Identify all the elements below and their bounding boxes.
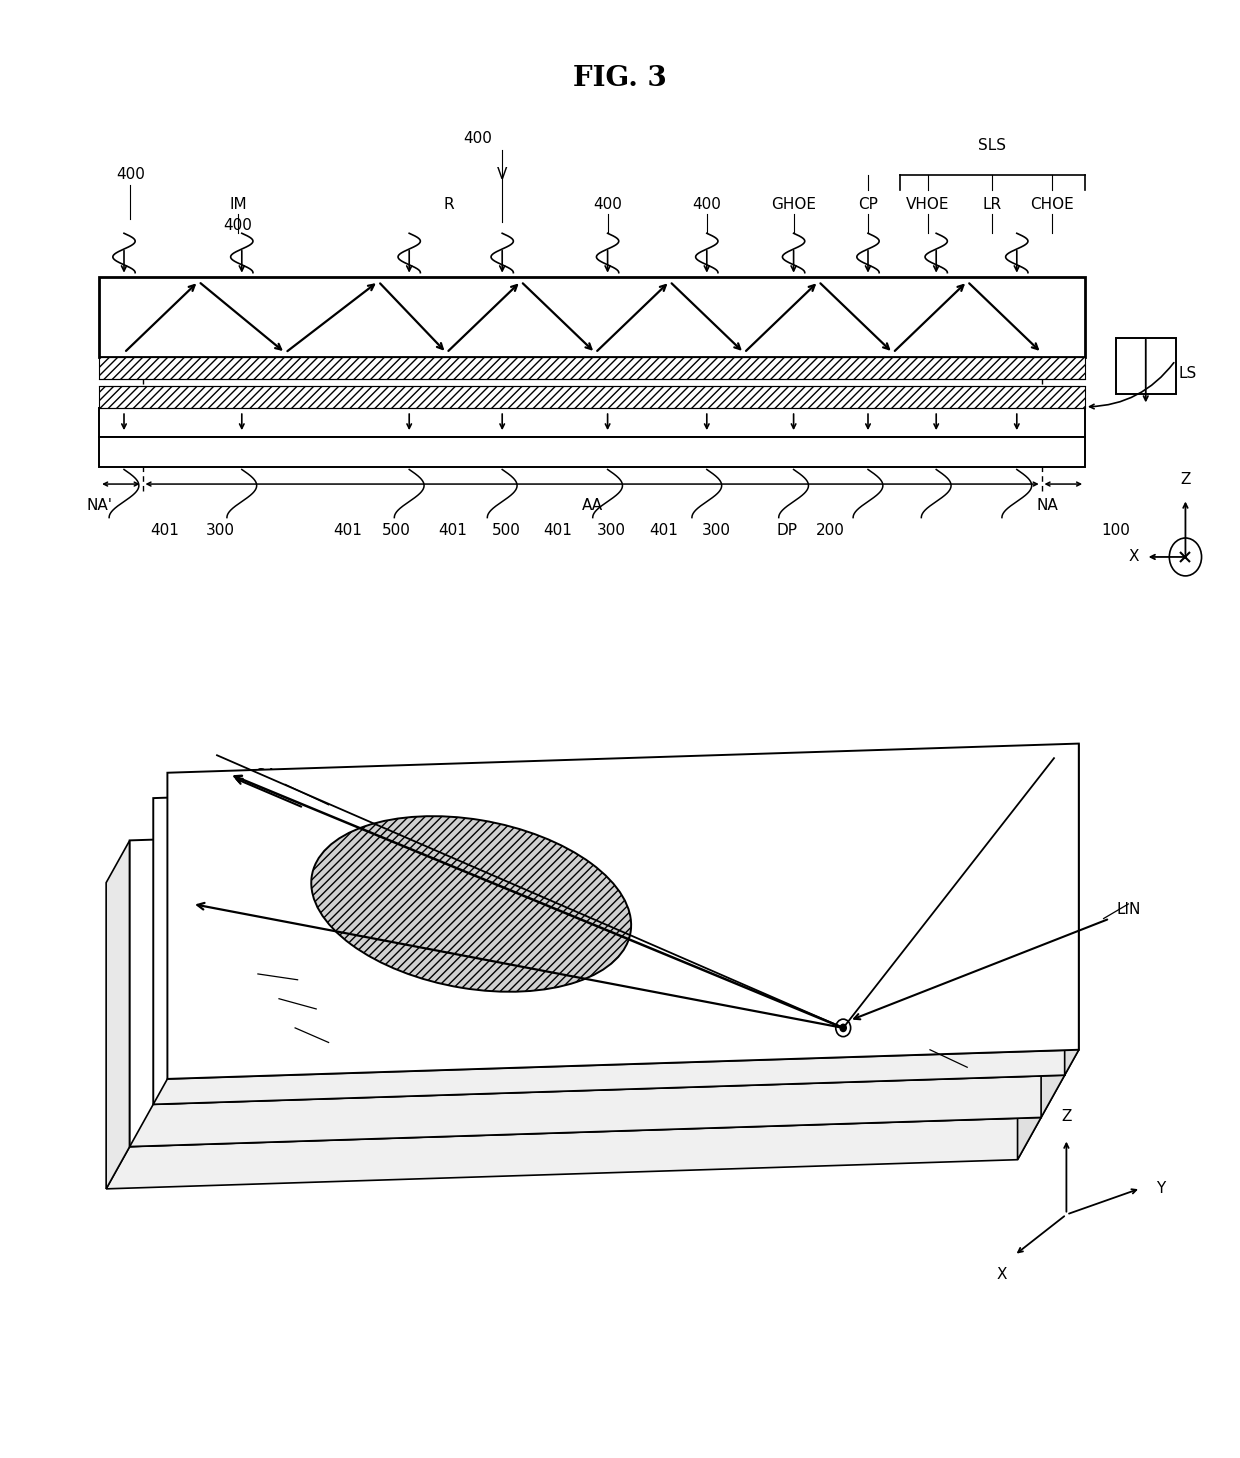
Text: 300: 300 — [702, 523, 732, 538]
Text: SA: SA — [257, 768, 277, 783]
Text: NA: NA — [1037, 499, 1059, 513]
Text: 400: 400 — [115, 168, 145, 182]
Text: 400: 400 — [463, 131, 492, 146]
Text: 400: 400 — [593, 197, 622, 211]
Polygon shape — [1065, 744, 1079, 1075]
Text: FIG. 3: FIG. 3 — [573, 66, 667, 92]
Text: X: X — [997, 1267, 1007, 1282]
Text: VHOE: VHOE — [905, 197, 950, 211]
Text: LOT: LOT — [779, 777, 808, 792]
Text: 300: 300 — [596, 523, 626, 538]
Text: 400: 400 — [692, 197, 722, 211]
Polygon shape — [99, 386, 1085, 408]
Polygon shape — [99, 437, 1085, 467]
Text: VHOE: VHOE — [250, 1013, 295, 1028]
Text: SLS: SLS — [247, 984, 274, 999]
Polygon shape — [130, 1075, 1065, 1146]
Polygon shape — [130, 811, 1042, 1146]
Text: Z: Z — [1180, 472, 1190, 487]
Text: AA: AA — [582, 499, 604, 513]
Text: X: X — [1128, 550, 1138, 564]
Text: (300): (300) — [588, 1067, 627, 1082]
Text: Z: Z — [1061, 1110, 1071, 1124]
Text: V: V — [497, 168, 507, 182]
Text: CHOE: CHOE — [1029, 197, 1074, 211]
Text: LS: LS — [1179, 366, 1197, 381]
Text: Y: Y — [1156, 1181, 1164, 1196]
Text: DP: DP — [777, 523, 797, 538]
Text: 200: 200 — [593, 1045, 622, 1060]
Polygon shape — [154, 768, 1065, 1104]
Text: 200: 200 — [816, 523, 846, 538]
Text: 300: 300 — [206, 523, 236, 538]
Polygon shape — [99, 357, 1085, 379]
Text: 400: 400 — [223, 219, 253, 233]
Polygon shape — [1116, 338, 1176, 394]
Circle shape — [841, 1025, 847, 1032]
Text: SLS: SLS — [978, 139, 1006, 153]
Polygon shape — [1018, 811, 1042, 1159]
Polygon shape — [107, 1117, 1042, 1188]
Polygon shape — [99, 408, 1085, 437]
Text: 401: 401 — [543, 523, 573, 538]
Polygon shape — [107, 840, 130, 1188]
Text: 401: 401 — [438, 523, 467, 538]
Polygon shape — [154, 1050, 1079, 1104]
Text: 401: 401 — [150, 523, 180, 538]
Text: 401: 401 — [332, 523, 362, 538]
Text: 100: 100 — [1101, 523, 1131, 538]
Text: R: R — [444, 197, 454, 211]
Text: LIN: LIN — [1116, 903, 1141, 917]
Text: 500: 500 — [382, 523, 412, 538]
Text: 401: 401 — [649, 523, 678, 538]
Text: CP: CP — [858, 197, 878, 211]
Ellipse shape — [311, 816, 631, 991]
Text: DP: DP — [228, 958, 248, 972]
Polygon shape — [99, 277, 1085, 357]
Text: GHOE: GHOE — [771, 197, 816, 211]
Text: IM: IM — [229, 197, 247, 211]
Text: 200: 200 — [779, 907, 808, 921]
Text: LR: LR — [982, 197, 1002, 211]
Text: IP: IP — [945, 1057, 960, 1072]
Text: φ: φ — [758, 987, 768, 1002]
Polygon shape — [1042, 768, 1065, 1117]
Polygon shape — [167, 744, 1079, 1079]
Text: CHOE: CHOE — [684, 1149, 729, 1163]
Text: (300): (300) — [774, 885, 813, 900]
Text: 500: 500 — [491, 523, 521, 538]
Text: NA': NA' — [87, 499, 112, 513]
